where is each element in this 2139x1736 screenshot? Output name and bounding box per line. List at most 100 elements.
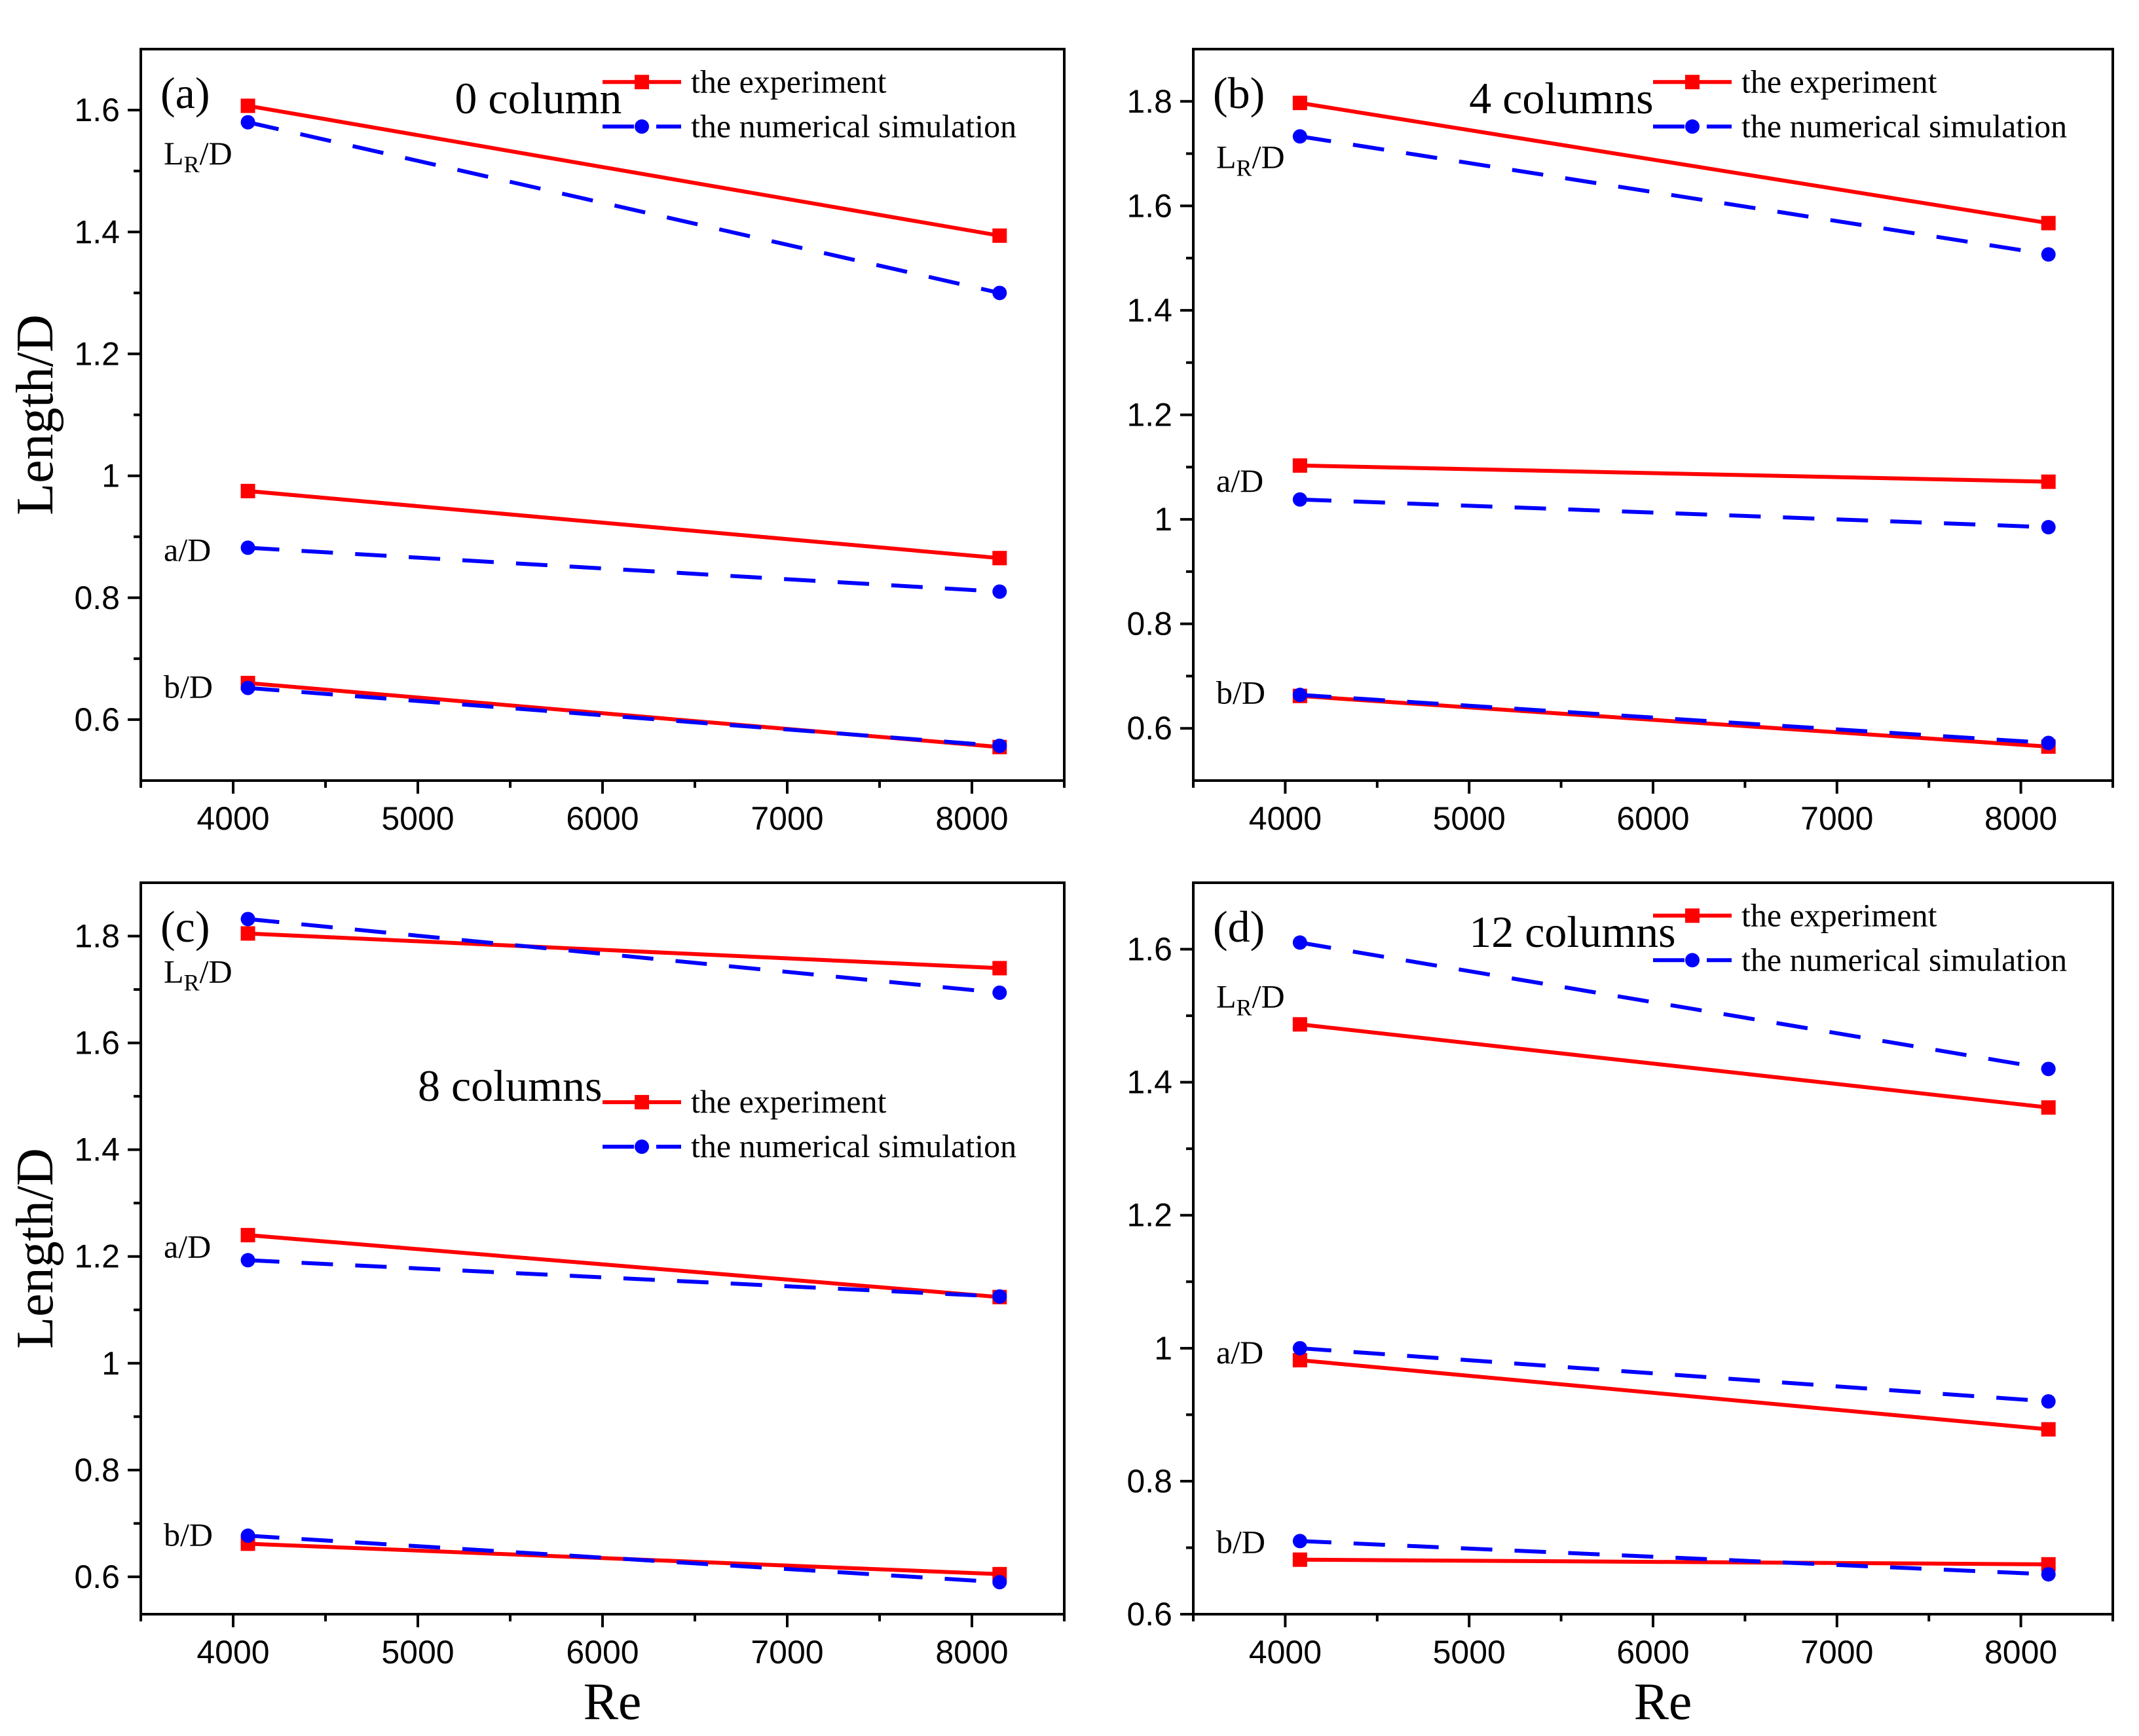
simulation-series-line (1299, 1346, 2049, 1404)
simulation-series-line (248, 686, 1000, 748)
legend-item-simulation: the numerical simulation (1653, 107, 2067, 144)
simulation-point (992, 584, 1007, 599)
legend-label: the numerical simulation (691, 107, 1016, 144)
simulation-point (1292, 1534, 1307, 1549)
y-tick-label: 0.8 (74, 1452, 120, 1488)
x-tick-label: 5000 (381, 1634, 454, 1671)
experiment-point (992, 228, 1007, 243)
experiment-point (1292, 1552, 1307, 1567)
panel-title: 8 columns (418, 1061, 602, 1111)
x-tick-label: 7000 (751, 1634, 823, 1671)
simulation-series-line (248, 545, 1000, 594)
x-tick-label: 4000 (196, 800, 269, 837)
experiment-point (2041, 1422, 2056, 1437)
simulation-series-line (248, 1534, 1000, 1585)
y-tick-label: 1.2 (74, 335, 120, 372)
experiment-series-line (1299, 1557, 2049, 1566)
series-group-label: LR/D (164, 953, 232, 996)
legend-label: the experiment (1741, 63, 1937, 100)
simulation-point (1292, 688, 1307, 703)
series-group-label-main: b/D (164, 1517, 213, 1553)
series-group-label-rest: /D (1252, 139, 1285, 175)
y-tick-label: 1.8 (74, 918, 120, 955)
chart-panel-3: 4000 5000 6000 7000 8000 0.6 0.8 1 1.2 1.4 1.6 1.8 L… (7, 881, 1066, 1731)
y-tick-label: 0.6 (1126, 1596, 1172, 1633)
simulation-point (240, 1253, 255, 1268)
simulation-point (1292, 935, 1307, 950)
simulation-point (240, 115, 255, 130)
simulation-point (1292, 1340, 1307, 1356)
plot-frame (1192, 881, 2114, 1616)
legend-label: the numerical simulation (1741, 107, 2067, 144)
series-group-label-rest: /D (200, 135, 232, 172)
legend-label: the numerical simulation (691, 1128, 1016, 1164)
experiment-point (2041, 1557, 2056, 1572)
series-group-label-rest: /D (1252, 978, 1285, 1015)
experiment-point (992, 551, 1007, 566)
experiment-point (2041, 474, 2056, 489)
legend-marker (635, 119, 649, 134)
series-group-label: b/D (1216, 1523, 1265, 1560)
panel-title: 4 columns (1469, 73, 1653, 123)
y-tick-label: 1.6 (1126, 931, 1172, 968)
panel-label: (a) (160, 68, 210, 118)
simulation-point (2041, 735, 2056, 750)
series-group-label: b/D (164, 1517, 213, 1553)
series-group-label-main: L (1216, 139, 1237, 175)
series-group-label: b/D (1216, 674, 1265, 711)
experiment-point (1292, 1017, 1307, 1032)
x-tick-label: 8000 (935, 1634, 1008, 1671)
legend-item-experiment: the experiment (603, 1083, 887, 1120)
y-tick-label: 1.4 (74, 213, 120, 250)
legend-item-simulation: the numerical simulation (1653, 941, 2067, 978)
x-tick-label: 6000 (1616, 1634, 1689, 1671)
simulation-series-line (248, 917, 1000, 995)
simulation-point (2041, 520, 2056, 535)
x-tick-label: 5000 (1433, 1634, 1506, 1671)
simulation-point (992, 738, 1007, 753)
legend-marker (635, 1139, 649, 1154)
legend-marker (1685, 75, 1700, 90)
experiment-series-line (1299, 463, 2049, 484)
y-tick-label: 1 (1154, 501, 1172, 538)
chart-panel-2: 4000 5000 6000 7000 8000 0.6 0.8 1 1.2 1.4 1.6 1.8 (… (1126, 48, 2114, 837)
simulation-point (992, 1575, 1007, 1590)
series-group-label-main: a/D (1216, 462, 1263, 499)
panel-label: (c) (160, 902, 210, 951)
y-tick-label: 1.4 (74, 1132, 120, 1168)
experiment-point (240, 1228, 255, 1243)
y-tick-label: 0.8 (74, 580, 120, 616)
legend-item-experiment: the experiment (603, 63, 887, 100)
legend-label: the experiment (691, 63, 887, 100)
experiment-series-line (1299, 1358, 2049, 1431)
legend-item-experiment: the experiment (1653, 896, 1937, 933)
simulation-point (240, 540, 255, 555)
series-group-label-main: a/D (164, 531, 211, 568)
x-axis-title: Re (584, 1673, 642, 1731)
series-group-label-main: L (164, 953, 184, 990)
experiment-series-line (248, 1233, 1000, 1299)
y-tick-label: 1.4 (1126, 292, 1172, 329)
series-group-label-sub: R (1237, 155, 1252, 181)
simulation-point (2041, 1062, 2056, 1077)
series-group-label: a/D (164, 1228, 211, 1265)
series-group-label-main: b/D (164, 669, 213, 705)
simulation-point (992, 1289, 1007, 1304)
y-tick-label: 1 (1154, 1330, 1172, 1367)
series-group-label-main: a/D (1216, 1334, 1263, 1371)
experiment-series-line (248, 103, 1000, 238)
y-tick-label: 1.6 (74, 92, 120, 128)
y-tick-label: 1 (102, 1345, 120, 1382)
y-tick-label: 0.6 (74, 1559, 120, 1595)
simulation-series-line (248, 1258, 1000, 1299)
simulation-series-line (1299, 693, 2049, 745)
x-tick-label: 4000 (1249, 800, 1322, 837)
panel-title: 0 column (455, 73, 622, 123)
x-tick-label: 6000 (566, 800, 639, 837)
legend-marker (635, 1095, 649, 1110)
x-axis-title: Re (1634, 1673, 1692, 1731)
legend-marker (1685, 908, 1700, 923)
x-tick-label: 5000 (381, 800, 454, 837)
legend-item-simulation: the numerical simulation (603, 1128, 1016, 1164)
